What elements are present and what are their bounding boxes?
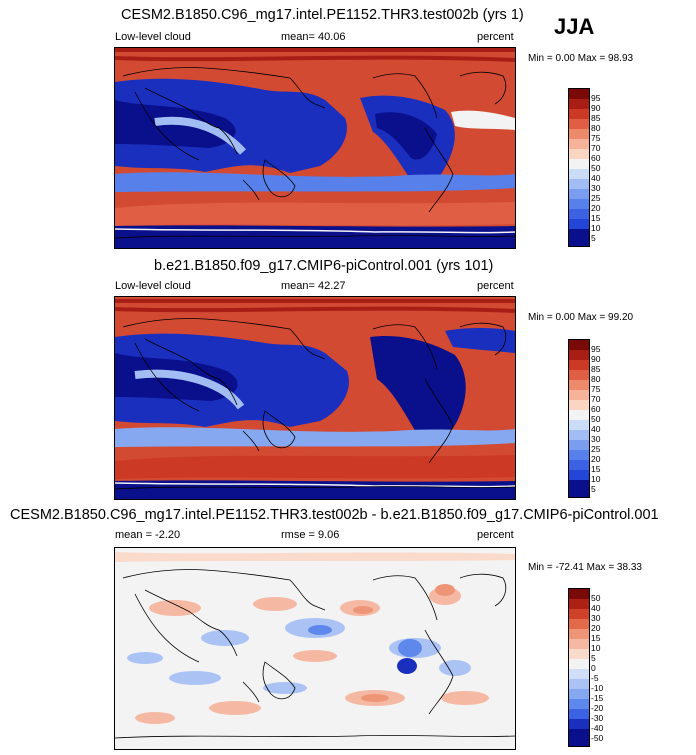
panel1-units-label: percent: [477, 31, 514, 43]
panel3-colorbar-tick: -5: [591, 673, 599, 683]
panel3-minmax: Min = -72.41 Max = 38.33: [528, 562, 642, 573]
panel3-colorbar: [568, 588, 590, 747]
panel3-mean-label: mean = -2.20: [115, 529, 181, 541]
panel1-colorbar-tick: 75: [591, 133, 601, 143]
panel3-colorbar-tick: -15: [591, 693, 604, 703]
panel2-colorbar-tick: 50: [591, 414, 601, 424]
panel1-colorbar-tick: 15: [591, 213, 601, 223]
panel3-colorbar-tick: 0: [591, 663, 596, 673]
panel1-colorbar-tick: 10: [591, 223, 601, 233]
panel2-colorbar-tick: 75: [591, 384, 601, 394]
panel1-minmax: Min = 0.00 Max = 98.93: [528, 53, 634, 64]
panel3-colorbar-tick: 30: [591, 613, 601, 623]
panel1-colorbar-tick: 95: [591, 93, 601, 103]
panel2-colorbar-tick: 5: [591, 484, 596, 494]
panel2-colorbar-tick: 25: [591, 444, 601, 454]
panel3-title: CESM2.B1850.C96_mg17.intel.PE1152.THR3.t…: [10, 507, 659, 523]
panel2-colorbar-tick: 85: [591, 364, 601, 374]
panel1-colorbar-tick: 20: [591, 203, 601, 213]
panel3-colorbar-tick: -50: [591, 733, 604, 743]
panel2-colorbar-tick: 30: [591, 434, 601, 444]
panel2-colorbar-tick: 40: [591, 424, 601, 434]
panel1-colorbar-tick: 40: [591, 173, 601, 183]
panel1-colorbar-tick: 30: [591, 183, 601, 193]
panel2-minmax: Min = 0.00 Max = 99.20: [528, 312, 634, 323]
panel2-title: b.e21.B1850.f09_g17.CMIP6-piControl.001 …: [154, 258, 494, 274]
panel2-colorbar-tick: 80: [591, 374, 601, 384]
panel1-colorbar-tick: 90: [591, 103, 601, 113]
panel2-colorbar-tick: 60: [591, 404, 601, 414]
panel1-colorbar-tick: 5: [591, 233, 596, 243]
panel3-colorbar-tick: 50: [591, 593, 601, 603]
panel2-variable-label: Low-level cloud: [115, 280, 191, 292]
panel3-units-label: percent: [477, 529, 514, 541]
panel2-map: [114, 296, 516, 500]
panel3-colorbar-tick: 5: [591, 653, 596, 663]
panel1-mean-label: mean= 40.06: [281, 31, 346, 43]
panel3-colorbar-tick: 10: [591, 643, 601, 653]
panel1-colorbar-tick: 70: [591, 143, 601, 153]
panel3-colorbar-tick: 20: [591, 623, 601, 633]
panel3-colorbar-tick: -10: [591, 683, 604, 693]
panel1-title: CESM2.B1850.C96_mg17.intel.PE1152.THR3.t…: [121, 7, 524, 23]
panel1-colorbar-tick: 60: [591, 153, 601, 163]
panel1-colorbar-tick: 25: [591, 193, 601, 203]
panel3-colorbar-tick: 15: [591, 633, 601, 643]
panel1-colorbar-tick: 80: [591, 123, 601, 133]
panel3-colorbar-tick: 40: [591, 603, 601, 613]
panel3-colorbar-tick: -20: [591, 703, 604, 713]
panel2-mean-label: mean= 42.27: [281, 280, 346, 292]
panel2-colorbar-tick: 20: [591, 454, 601, 464]
panel1-colorbar: [568, 88, 590, 247]
panel2-colorbar-tick: 95: [591, 344, 601, 354]
panel2-units-label: percent: [477, 280, 514, 292]
panel1-colorbar-tick: 50: [591, 163, 601, 173]
season-label: JJA: [554, 14, 595, 39]
panel1-map: [114, 47, 516, 249]
panel2-colorbar-tick: 90: [591, 354, 601, 364]
panel3-colorbar-tick: -40: [591, 723, 604, 733]
panel1-colorbar-tick: 85: [591, 113, 601, 123]
panel2-colorbar-tick: 10: [591, 474, 601, 484]
panel2-colorbar-tick: 15: [591, 464, 601, 474]
panel3-rmse-label: rmse = 9.06: [281, 529, 340, 541]
panel3-map: [114, 547, 516, 750]
panel3-colorbar-tick: -30: [591, 713, 604, 723]
panel2-colorbar: [568, 339, 590, 498]
panel2-colorbar-tick: 70: [591, 394, 601, 404]
panel1-variable-label: Low-level cloud: [115, 31, 191, 43]
